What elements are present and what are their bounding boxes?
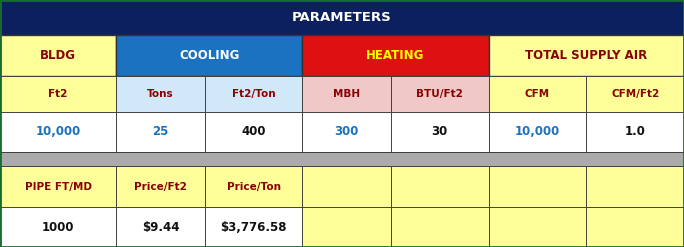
Bar xyxy=(302,76,391,112)
Bar xyxy=(116,35,302,76)
Bar xyxy=(488,35,684,76)
Bar xyxy=(205,76,302,112)
Text: $9.44: $9.44 xyxy=(142,221,179,234)
Bar xyxy=(116,76,205,112)
Bar xyxy=(116,207,205,247)
Bar xyxy=(586,112,684,152)
Bar xyxy=(488,76,586,112)
Bar xyxy=(0,112,116,152)
Text: MBH: MBH xyxy=(333,89,360,99)
Bar xyxy=(116,112,205,152)
Bar xyxy=(0,0,684,35)
Bar xyxy=(116,166,205,207)
Text: Price/Ton: Price/Ton xyxy=(226,182,280,191)
Text: 1000: 1000 xyxy=(42,221,75,234)
Bar xyxy=(0,152,684,166)
Bar xyxy=(488,166,586,207)
Text: PIPE FT/MD: PIPE FT/MD xyxy=(25,182,92,191)
Bar xyxy=(586,76,684,112)
Text: COOLING: COOLING xyxy=(179,49,239,62)
Bar xyxy=(391,76,488,112)
Bar xyxy=(391,207,488,247)
Bar xyxy=(488,207,586,247)
Bar xyxy=(302,112,391,152)
Text: 25: 25 xyxy=(153,125,169,138)
Bar xyxy=(0,35,116,76)
Bar xyxy=(0,76,116,112)
Text: 300: 300 xyxy=(334,125,359,138)
Text: Ft2/Ton: Ft2/Ton xyxy=(232,89,276,99)
Bar xyxy=(205,112,302,152)
Bar xyxy=(391,166,488,207)
Text: $3,776.58: $3,776.58 xyxy=(220,221,287,234)
Text: Tons: Tons xyxy=(147,89,174,99)
Text: 30: 30 xyxy=(432,125,448,138)
Bar xyxy=(302,35,488,76)
Bar xyxy=(205,166,302,207)
Text: TOTAL SUPPLY AIR: TOTAL SUPPLY AIR xyxy=(525,49,648,62)
Text: 10,000: 10,000 xyxy=(36,125,81,138)
Text: 400: 400 xyxy=(241,125,266,138)
Bar xyxy=(586,207,684,247)
Text: CFM/Ft2: CFM/Ft2 xyxy=(611,89,659,99)
Text: BLDG: BLDG xyxy=(40,49,76,62)
Bar xyxy=(302,166,391,207)
Text: HEATING: HEATING xyxy=(367,49,425,62)
Bar xyxy=(586,166,684,207)
Text: Price/Ft2: Price/Ft2 xyxy=(134,182,187,191)
Bar xyxy=(391,112,488,152)
Bar xyxy=(0,207,116,247)
Text: 10,000: 10,000 xyxy=(515,125,560,138)
Bar xyxy=(0,166,116,207)
Bar xyxy=(205,207,302,247)
Text: Ft2: Ft2 xyxy=(49,89,68,99)
Text: 1.0: 1.0 xyxy=(624,125,646,138)
Bar xyxy=(488,112,586,152)
Text: PARAMETERS: PARAMETERS xyxy=(292,11,392,24)
Text: BTU/Ft2: BTU/Ft2 xyxy=(417,89,463,99)
Text: CFM: CFM xyxy=(525,89,550,99)
Bar xyxy=(302,207,391,247)
